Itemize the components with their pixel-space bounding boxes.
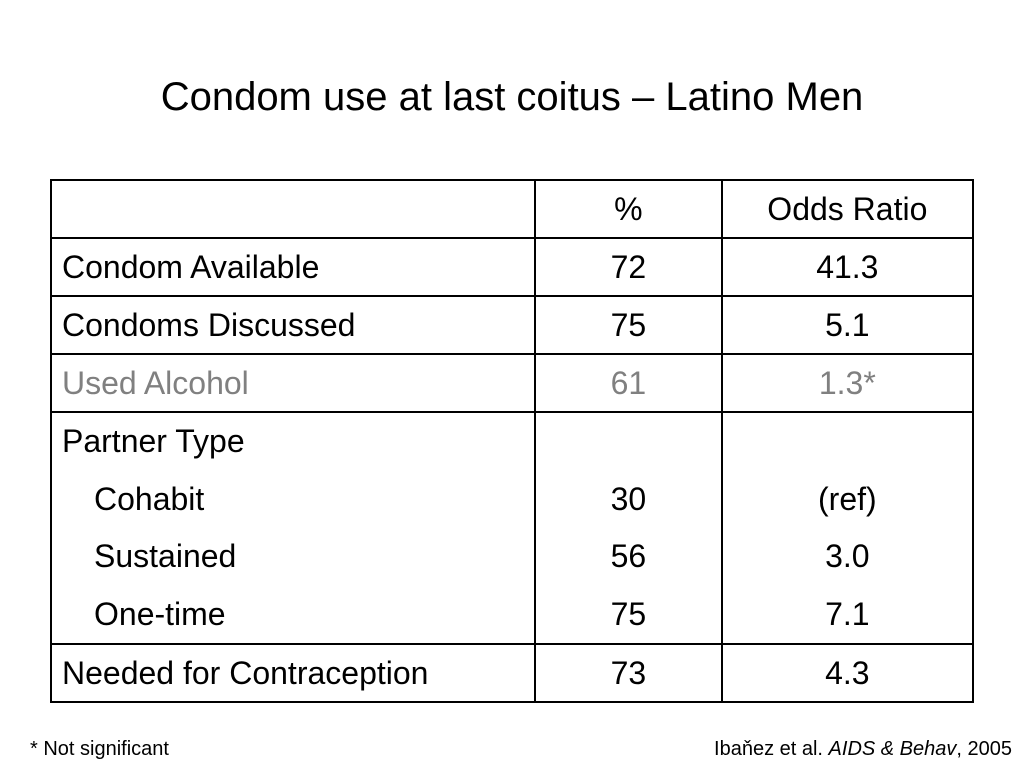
sub-row-percent: 75 (610, 595, 647, 632)
row-label: Condom Available (49, 237, 537, 297)
table-row-muted: Used Alcohol 61 1.3* (49, 353, 975, 413)
row-odds-ratio: 4.3 (720, 643, 975, 703)
sub-row-percent: 56 (610, 538, 647, 574)
citation-journal: AIDS & Behav (828, 738, 957, 760)
header-cell-percent: % (534, 179, 723, 239)
group-percent-cell: 30 56 75 (534, 411, 723, 645)
row-label: Used Alcohol (49, 353, 537, 413)
header-cell-odds-ratio: Odds Ratio (720, 179, 975, 239)
blank-line (733, 413, 962, 471)
citation-authors: Ibaňez et al. (714, 738, 823, 760)
table-header-row: % Odds Ratio (49, 179, 975, 239)
blank-line (546, 413, 711, 471)
row-percent: 72 (534, 237, 723, 297)
citation: Ibaňez et al. AIDS & Behav, 2005 (714, 736, 1012, 762)
row-odds-ratio: 41.3 (720, 237, 975, 297)
sub-row-percent: 30 (610, 480, 647, 517)
data-table: % Odds Ratio Condom Available 72 41.3 Co… (49, 179, 975, 703)
group-label-cell: Partner Type Cohabit Sustained One-time (49, 411, 537, 645)
sub-row-label: Cohabit (94, 480, 205, 517)
row-percent: 75 (534, 295, 723, 355)
row-odds-ratio: 1.3* (720, 353, 975, 413)
row-percent: 73 (534, 643, 723, 703)
group-label: Partner Type (62, 423, 245, 459)
citation-year: , 2005 (956, 738, 1012, 760)
table-row: Needed for Contraception 73 4.3 (49, 643, 975, 703)
row-odds-ratio: 5.1 (720, 295, 975, 355)
row-percent: 61 (534, 353, 723, 413)
table-row: Condom Available 72 41.3 (49, 237, 975, 297)
table-row-group: Partner Type Cohabit Sustained One-time … (49, 411, 975, 645)
sub-row-label: One-time (94, 595, 226, 632)
header-cell-label (49, 179, 537, 239)
slide-title: Condom use at last coitus – Latino Men (160, 75, 864, 119)
sub-row-odds-ratio: 7.1 (825, 595, 870, 632)
table-row: Condoms Discussed 75 5.1 (49, 295, 975, 355)
group-odds-ratio-cell: (ref) 3.0 7.1 (720, 411, 975, 645)
footnote: * Not significant (30, 738, 169, 760)
sub-row-label: Sustained (94, 538, 237, 574)
row-label: Needed for Contraception (49, 643, 537, 703)
sub-row-odds-ratio: 3.0 (825, 538, 870, 574)
sub-row-odds-ratio: (ref) (818, 480, 877, 517)
row-label: Condoms Discussed (49, 295, 537, 355)
